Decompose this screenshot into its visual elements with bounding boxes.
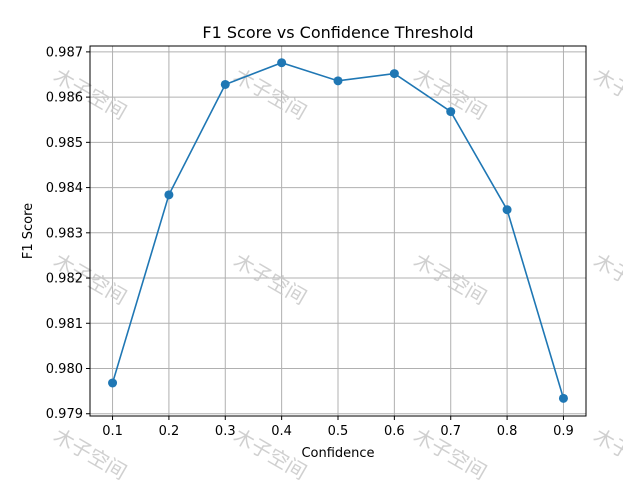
- y-tick-label: 0.987: [46, 45, 83, 60]
- watermark-text: 木子空间: [230, 249, 311, 310]
- data-point: [277, 58, 287, 68]
- ticks: 0.1 0.2 0.3 0.4 0.5 0.6 0.7 0.8 0.9 0.979 0.980 0.9…: [46, 45, 574, 439]
- x-tick-label: 0.9: [553, 424, 574, 439]
- data-point: [220, 79, 230, 89]
- y-tick-label: 0.984: [46, 181, 83, 196]
- data-point: [558, 393, 568, 403]
- y-tick-label: 0.986: [46, 91, 83, 106]
- x-tick-label: 0.1: [102, 424, 123, 439]
- chart-title: F1 Score vs Confidence Threshold: [202, 23, 473, 42]
- y-axis-label: F1 Score: [21, 203, 36, 259]
- grid: [90, 46, 586, 416]
- watermark-text: 木子空间: [230, 64, 311, 125]
- watermark-text: 木子空间: [590, 64, 623, 125]
- x-tick-label: 0.2: [159, 424, 180, 439]
- data-point: [164, 190, 174, 200]
- data-point: [333, 76, 343, 86]
- x-tick-label: 0.5: [328, 424, 349, 439]
- data-point: [389, 69, 399, 79]
- watermark-text: 木子空间: [590, 249, 623, 310]
- data-point: [446, 107, 456, 117]
- x-tick-label: 0.8: [497, 424, 518, 439]
- x-tick-label: 0.3: [215, 424, 236, 439]
- x-axis-label: Confidence: [301, 446, 374, 461]
- data-point: [502, 205, 512, 215]
- watermark-text: 木子空间: [410, 249, 491, 310]
- x-tick-label: 0.6: [384, 424, 405, 439]
- y-tick-label: 0.979: [46, 407, 83, 422]
- y-tick-label: 0.983: [46, 226, 83, 241]
- x-tick-label: 0.4: [271, 424, 292, 439]
- watermark-text: 木子空间: [230, 424, 311, 484]
- y-tick-label: 0.981: [46, 317, 83, 332]
- y-tick-label: 0.980: [46, 362, 83, 377]
- x-tick-label: 0.7: [440, 424, 461, 439]
- y-tick-label: 0.982: [46, 272, 83, 287]
- series: [108, 58, 568, 403]
- watermark-text: 木子空间: [590, 424, 623, 484]
- y-tick-label: 0.985: [46, 136, 83, 151]
- data-point: [108, 378, 118, 388]
